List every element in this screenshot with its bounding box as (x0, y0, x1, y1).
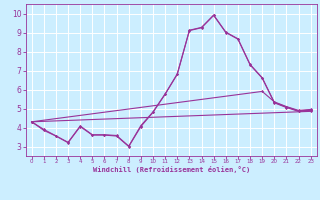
X-axis label: Windchill (Refroidissement éolien,°C): Windchill (Refroidissement éolien,°C) (92, 166, 250, 173)
